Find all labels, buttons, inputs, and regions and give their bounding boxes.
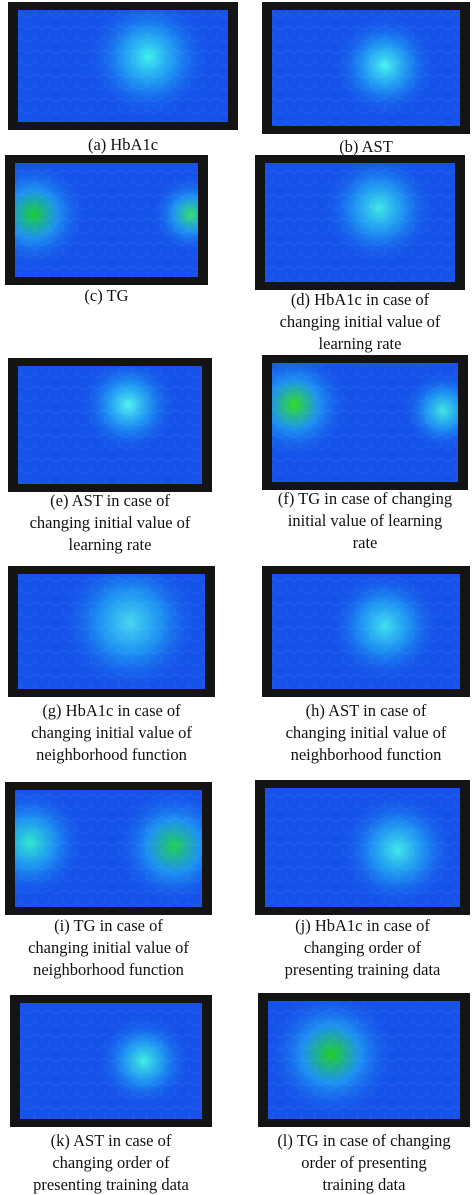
caption-line: presenting training data [285,960,441,979]
caption-line: (f) TG in case of changing [278,489,452,508]
caption-line: rate [353,533,378,552]
caption-line: (d) HbA1c in case of [291,290,430,309]
hex-texture [18,10,228,122]
caption-line: (e) AST in case of [50,491,170,510]
hex-texture [18,366,202,484]
caption-line: neighborhood function [33,960,184,979]
hex-texture [272,10,460,126]
caption-line: neighborhood function [291,745,442,764]
panel: (l) TG in case of changing order of prese… [258,993,470,1194]
caption-line: learning rate [69,535,152,554]
hex-texture [20,1003,202,1119]
caption-line: training data [323,1175,407,1194]
hex-texture [15,163,198,277]
caption-line: changing initial value of [31,723,192,742]
caption-line: learning rate [319,334,402,353]
caption-line: (k) AST in case of [51,1131,172,1150]
caption-line: (i) TG in case of [54,916,163,935]
caption-line: changing initial value of [28,938,189,957]
panel: (e) AST in case of changing initial value… [8,358,212,554]
caption-line: initial value of learning [288,511,442,530]
caption-line: changing initial value of [286,723,447,742]
panel: (f) TG in case of changing initial value … [262,355,468,552]
caption-line: changing initial value of [30,513,191,532]
hex-texture [272,574,460,689]
caption-line: (j) HbA1c in case of [295,916,430,935]
caption-line: changing order of [304,938,422,957]
panel: (c) TG [5,155,208,305]
hex-texture [265,163,455,282]
panel: (g) HbA1c in case of changing initial val… [8,566,215,764]
caption-line: presenting training data [33,1175,189,1194]
panel: (h) AST in case of changing initial value… [262,566,470,764]
caption-line: order of presenting [301,1153,427,1172]
caption-line: (l) TG in case of changing [277,1131,450,1150]
caption-line: (h) AST in case of [306,701,427,720]
panel: (i) TG in case of changing initial value … [5,782,212,979]
caption-line: changing order of [52,1153,170,1172]
hex-texture [15,790,202,907]
hex-texture [265,788,460,907]
caption-line: (c) TG [84,286,128,305]
panel: (d) HbA1c in case of changing initial val… [255,155,465,353]
panel: (k) AST in case of changing order of prese… [10,995,212,1194]
panel: (b) AST [262,2,470,156]
hex-texture [268,1001,460,1119]
caption-line: (a) HbA1c [88,135,158,154]
caption-line: changing initial value of [280,312,441,331]
caption-line: (g) HbA1c in case of [42,701,181,720]
caption-line: neighborhood function [36,745,187,764]
caption-line: (b) AST [339,137,393,156]
hex-texture [18,574,205,689]
panel: (a) HbA1c [8,2,238,154]
panel: (j) HbA1c in case of changing order of pre… [255,780,470,979]
hex-texture [272,363,458,482]
